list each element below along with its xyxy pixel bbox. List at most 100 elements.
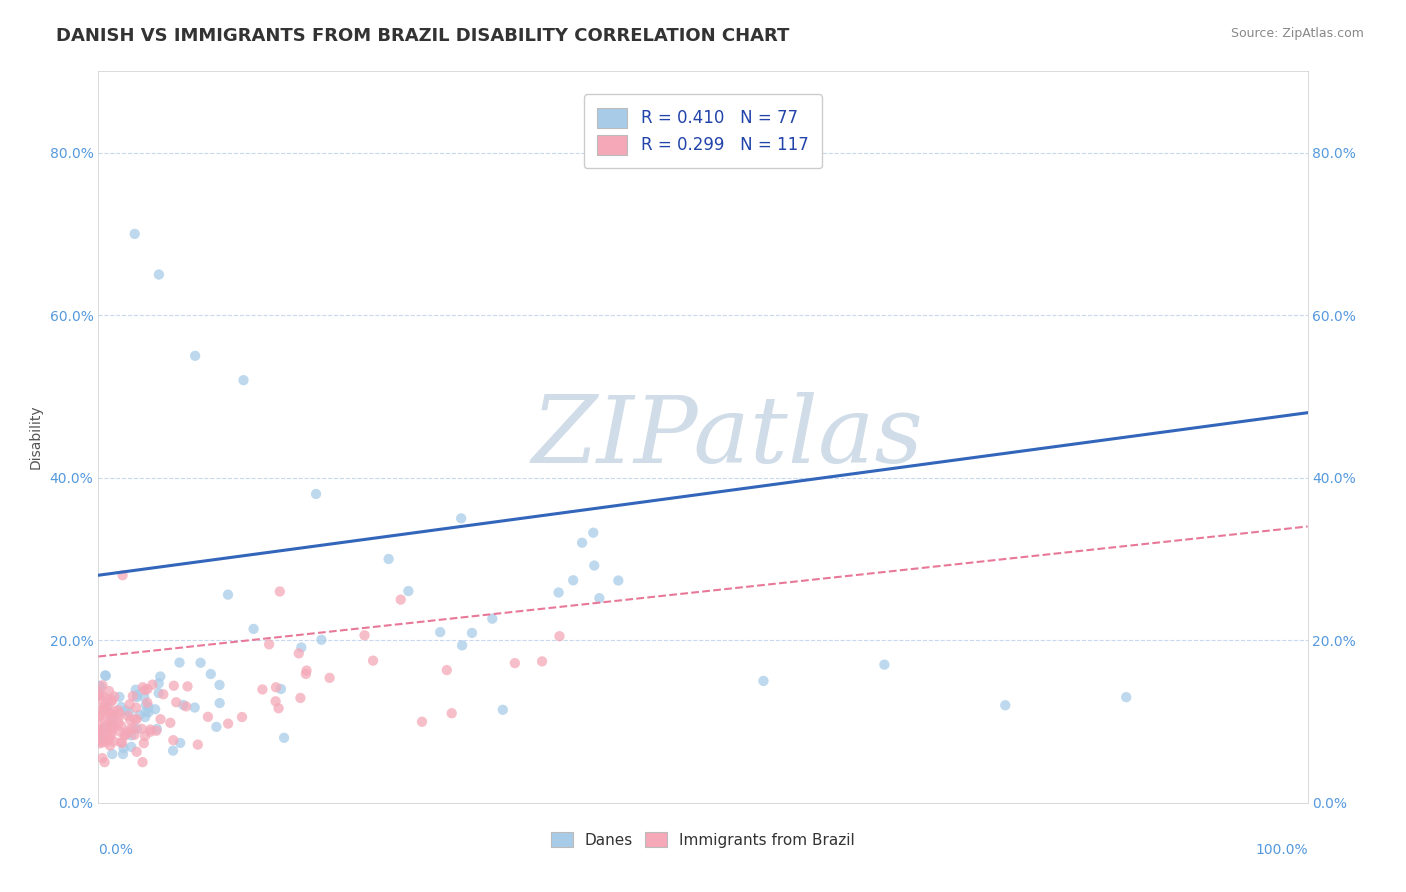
Point xyxy=(107,710,129,724)
Point xyxy=(492,703,515,717)
Point xyxy=(461,626,484,640)
Point xyxy=(270,681,292,696)
Point xyxy=(190,656,212,670)
Point xyxy=(290,690,312,705)
Point xyxy=(125,682,148,697)
Point xyxy=(89,680,111,694)
Point xyxy=(571,535,593,549)
Point xyxy=(107,715,129,730)
Point xyxy=(89,691,111,706)
Point xyxy=(96,724,118,739)
Point xyxy=(217,716,239,731)
Point xyxy=(87,720,110,734)
Point xyxy=(87,723,110,738)
Point xyxy=(146,722,169,736)
Point xyxy=(396,584,419,599)
Point xyxy=(361,654,384,668)
Point xyxy=(873,657,896,672)
Point xyxy=(176,680,198,694)
Point xyxy=(96,722,118,736)
Point xyxy=(114,728,136,742)
Point xyxy=(87,726,110,740)
Point xyxy=(994,698,1017,713)
Point xyxy=(242,622,264,636)
Point xyxy=(184,349,207,363)
Point xyxy=(132,736,155,750)
Point xyxy=(183,700,205,714)
Point xyxy=(103,704,125,718)
Text: Source: ZipAtlas.com: Source: ZipAtlas.com xyxy=(1230,27,1364,40)
Point xyxy=(148,268,170,282)
Point xyxy=(125,745,148,759)
Point xyxy=(94,701,117,715)
Point xyxy=(128,707,150,722)
Point xyxy=(87,733,110,747)
Point xyxy=(110,735,132,749)
Point xyxy=(440,706,463,721)
Point xyxy=(89,688,111,702)
Point xyxy=(100,694,122,708)
Point xyxy=(208,696,231,710)
Point xyxy=(87,689,110,703)
Point xyxy=(134,729,156,743)
Point xyxy=(134,710,156,724)
Point xyxy=(148,686,170,700)
Point xyxy=(91,678,114,692)
Point xyxy=(217,588,239,602)
Point xyxy=(91,723,114,737)
Point xyxy=(111,568,134,582)
Text: DANISH VS IMMIGRANTS FROM BRAZIL DISABILITY CORRELATION CHART: DANISH VS IMMIGRANTS FROM BRAZIL DISABIL… xyxy=(56,27,790,45)
Point xyxy=(87,710,110,724)
Point xyxy=(411,714,433,729)
Text: 0.0%: 0.0% xyxy=(98,843,134,857)
Point xyxy=(353,628,375,642)
Point xyxy=(131,722,153,736)
Point xyxy=(159,715,181,730)
Point xyxy=(124,227,146,241)
Point xyxy=(96,704,118,718)
Point xyxy=(111,736,134,750)
Point xyxy=(103,690,125,704)
Point xyxy=(98,720,121,734)
Point xyxy=(110,719,132,733)
Point xyxy=(112,741,135,756)
Point xyxy=(288,647,311,661)
Point xyxy=(311,632,333,647)
Point xyxy=(121,689,143,703)
Point xyxy=(124,713,146,727)
Point xyxy=(117,708,139,723)
Point xyxy=(93,755,115,769)
Point xyxy=(163,679,186,693)
Point xyxy=(114,704,136,718)
Point xyxy=(290,640,312,655)
Point xyxy=(91,731,114,746)
Point xyxy=(481,612,503,626)
Point xyxy=(120,722,142,736)
Point xyxy=(100,724,122,739)
Point xyxy=(141,678,163,692)
Point xyxy=(135,705,157,719)
Point xyxy=(98,692,121,706)
Point xyxy=(252,682,274,697)
Point xyxy=(96,697,118,711)
Point xyxy=(131,755,153,769)
Point xyxy=(94,668,117,682)
Point xyxy=(152,687,174,701)
Point xyxy=(124,728,146,742)
Point xyxy=(89,736,111,750)
Point xyxy=(503,656,526,670)
Point xyxy=(548,629,571,643)
Point xyxy=(295,664,318,678)
Point xyxy=(136,682,159,697)
Text: ZIPatlas: ZIPatlas xyxy=(531,392,924,482)
Point xyxy=(139,724,162,739)
Point xyxy=(607,574,630,588)
Point xyxy=(91,725,114,739)
Point xyxy=(94,735,117,749)
Point xyxy=(100,719,122,733)
Point xyxy=(125,700,148,714)
Legend: Danes, Immigrants from Brazil: Danes, Immigrants from Brazil xyxy=(546,825,860,854)
Point xyxy=(436,663,458,677)
Point xyxy=(562,574,585,588)
Point xyxy=(108,690,131,704)
